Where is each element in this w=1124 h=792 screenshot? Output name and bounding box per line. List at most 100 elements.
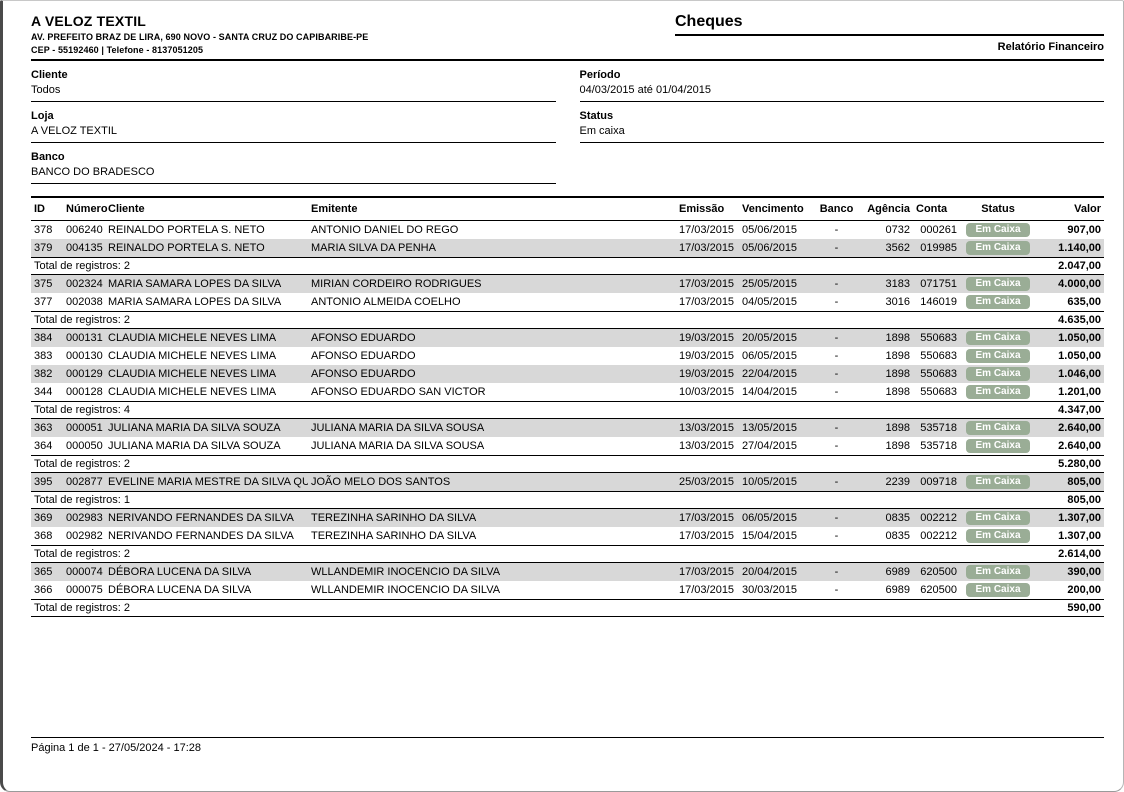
cell-cliente: DÉBORA LUCENA DA SILVA (108, 584, 252, 596)
table-header-row: ID Número Cliente Emitente Emissão Venci… (31, 196, 1104, 221)
filter-status-value: Em caixa (579, 125, 625, 137)
table-row: 364 000050 JULIANA MARIA DA SILVA SOUZA … (31, 437, 1104, 456)
cell-agencia: 0732 (885, 224, 910, 236)
cell-status: Em Caixa (960, 581, 1036, 600)
total-value: 4.347,00 (1036, 401, 1104, 419)
cell-valor: 200,00 (1067, 584, 1101, 596)
group-total-row: Total de registros: 2 4.635,00 (31, 311, 1104, 329)
cell-agencia: 2239 (858, 472, 913, 492)
filter-loja-label: Loja (31, 110, 54, 122)
col-header-emitente: Emitente (308, 196, 676, 221)
cell-emitente: AFONSO EDUARDO (308, 365, 676, 383)
col-header-id: ID (31, 196, 63, 221)
status-badge: Em Caixa (966, 583, 1030, 597)
cell-emitente: ANTONIO ALMEIDA COELHO (311, 296, 461, 308)
total-label: Total de registros: 2 (31, 455, 1036, 473)
cell-valor: 1.046,00 (1036, 365, 1104, 383)
col-header-banco: Banco (815, 196, 858, 221)
cell-vencimento: 20/04/2015 (739, 562, 815, 581)
cell-conta: 146019 (920, 296, 957, 308)
cell-emissao: 17/03/2015 (679, 530, 735, 542)
cell-status: Em Caixa (960, 328, 1036, 347)
cell-emitente: WLLANDEMIR INOCENCIO DA SILVA (308, 562, 676, 581)
cell-cliente: JULIANA MARIA DA SILVA SOUZA (108, 440, 281, 452)
cell-vencimento: 25/05/2015 (739, 274, 815, 293)
cell-banco: - (834, 224, 839, 236)
cell-emitente: AFONSO EDUARDO (308, 328, 676, 347)
cell-agencia: 0835 (858, 508, 913, 527)
cell-vencimento: 05/06/2015 (742, 224, 798, 236)
cell-id: 379 (31, 239, 63, 258)
cell-conta: 019985 (913, 239, 960, 258)
cell-cliente: REINALDO PORTELA S. NETO (108, 224, 265, 236)
status-badge: Em Caixa (966, 223, 1030, 237)
report-header: A VELOZ TEXTIL AV. PREFEITO BRAZ DE LIRA… (31, 13, 1104, 61)
cell-numero: 002983 (63, 508, 105, 527)
table-row: 344 000128 CLAUDIA MICHELE NEVES LIMA AF… (31, 383, 1104, 402)
cell-agencia: 3016 (885, 296, 910, 308)
filter-cliente-value: Todos (31, 84, 61, 96)
cell-banco: - (815, 472, 858, 492)
footer-pagination-timestamp: Página 1 de 1 - 27/05/2024 - 17:28 (31, 742, 202, 754)
col-header-conta: Conta (913, 196, 960, 221)
cell-conta: 550683 (913, 365, 960, 383)
cell-valor: 1.140,00 (1036, 239, 1104, 258)
status-badge: Em Caixa (966, 367, 1030, 381)
cell-cliente: CLAUDIA MICHELE NEVES LIMA (108, 386, 277, 398)
cell-valor: 907,00 (1067, 224, 1101, 236)
cell-conta: 550683 (913, 328, 960, 347)
cell-numero: 002324 (63, 274, 105, 293)
table-row: 379 004135 REINALDO PORTELA S. NETO MARI… (31, 239, 1104, 258)
filter-banco-label: Banco (31, 151, 65, 163)
cell-agencia: 1898 (858, 418, 913, 437)
cell-banco: - (815, 274, 858, 293)
cell-conta: 071751 (913, 274, 960, 293)
cell-emissao: 19/03/2015 (676, 365, 739, 383)
table-row: 365 000074 DÉBORA LUCENA DA SILVA WLLAND… (31, 562, 1104, 581)
cell-cliente: REINALDO PORTELA S. NETO (105, 239, 308, 258)
cell-vencimento: 10/05/2015 (739, 472, 815, 492)
cell-emissao: 19/03/2015 (679, 350, 735, 362)
cell-emissao: 17/03/2015 (679, 224, 735, 236)
page-title: Cheques (675, 13, 1104, 36)
cell-emitente: WLLANDEMIR INOCENCIO DA SILVA (311, 584, 501, 596)
cell-cliente: CLAUDIA MICHELE NEVES LIMA (105, 328, 308, 347)
filter-cliente-label: Cliente (31, 69, 68, 81)
cell-vencimento: 13/05/2015 (739, 418, 815, 437)
cell-emissao: 17/03/2015 (676, 239, 739, 258)
cell-valor: 2.640,00 (1058, 440, 1101, 452)
cell-emissao: 17/03/2015 (679, 296, 735, 308)
cheques-table: ID Número Cliente Emitente Emissão Venci… (31, 196, 1104, 617)
cell-emitente: JULIANA MARIA DA SILVA SOUSA (311, 440, 485, 452)
filter-periodo: Período 04/03/2015 até 01/04/2015 (579, 61, 1104, 102)
cell-numero: 000051 (63, 418, 105, 437)
cell-id: 382 (31, 365, 63, 383)
total-value: 5.280,00 (1036, 455, 1104, 473)
cell-id: 378 (34, 224, 53, 236)
cell-conta: 535718 (913, 418, 960, 437)
cell-status: Em Caixa (960, 472, 1036, 492)
cell-status: Em Caixa (960, 274, 1036, 293)
status-badge: Em Caixa (966, 475, 1030, 489)
cell-emitente: TEREZINHA SARINHO DA SILVA (311, 530, 477, 542)
col-header-vencimento: Vencimento (739, 196, 815, 221)
cell-status: Em Caixa (960, 293, 1036, 312)
total-label: Total de registros: 4 (31, 401, 1036, 419)
cell-emitente: JOÃO MELO DOS SANTOS (308, 472, 676, 492)
report-subtitle: Relatório Financeiro (997, 41, 1104, 53)
status-badge: Em Caixa (966, 349, 1030, 363)
cell-banco: - (834, 296, 839, 308)
cell-agencia: 3562 (858, 239, 913, 258)
filter-loja-value: A VELOZ TEXTIL (31, 125, 117, 137)
total-value: 590,00 (1036, 599, 1104, 617)
cell-vencimento: 06/05/2015 (742, 350, 798, 362)
cell-conta: 620500 (913, 562, 960, 581)
cell-emissao: 17/03/2015 (679, 584, 735, 596)
filter-loja: Loja A VELOZ TEXTIL (31, 102, 556, 143)
table-row: 383 000130 CLAUDIA MICHELE NEVES LIMA AF… (31, 347, 1104, 365)
cell-numero: 000128 (66, 386, 103, 398)
group-total-row: Total de registros: 2 5.280,00 (31, 455, 1104, 473)
filters-section: Cliente Todos Período 04/03/2015 até 01/… (31, 61, 1104, 184)
cell-agencia: 1898 (885, 350, 910, 362)
cell-cliente: EVELINE MARIA MESTRE DA SILVA QUIXABEIRA (105, 472, 308, 492)
